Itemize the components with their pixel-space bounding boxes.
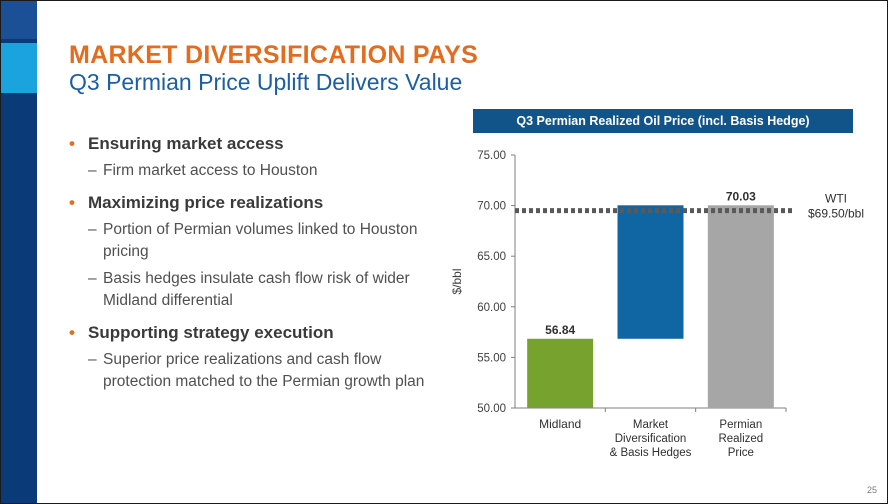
- bar: [707, 205, 774, 408]
- x-category-label: Permian: [719, 419, 762, 431]
- sidebar-band: [1, 1, 37, 503]
- sub-bullet-item: – Firm market access to Houston: [69, 160, 439, 182]
- bar-value-label: 56.84: [545, 323, 575, 337]
- y-tick-label: 65.00: [477, 251, 506, 263]
- x-category-label: & Basis Hedges: [610, 447, 692, 459]
- sub-bullet-item: – Superior price realizations and cash fl…: [69, 349, 439, 393]
- bullet-dot-icon: •: [69, 323, 75, 342]
- sidebar-stripe: [1, 1, 37, 39]
- bullet-text: Supporting strategy execution: [88, 323, 334, 342]
- bullet-text: Maximizing price realizations: [88, 193, 324, 212]
- sub-bullet-text: Basis hedges insulate cash flow risk of …: [103, 270, 410, 309]
- bar-value-label: 70.03: [726, 189, 756, 203]
- bullet-item: • Maximizing price realizations: [69, 192, 439, 214]
- sub-bullet-text: Superior price realizations and cash flo…: [103, 351, 425, 390]
- sidebar-accent: [1, 43, 37, 93]
- dash-icon: –: [88, 221, 97, 238]
- y-tick-label: 70.00: [477, 201, 506, 213]
- bullet-dot-icon: •: [69, 193, 75, 212]
- wti-reference-label: $69.50/bbl: [808, 207, 864, 221]
- bullet-dot-icon: •: [69, 134, 75, 153]
- x-category-label: Market: [633, 419, 669, 431]
- bar: [617, 205, 684, 339]
- y-tick-label: 75.00: [477, 150, 506, 162]
- bullet-item: • Supporting strategy execution: [69, 322, 439, 344]
- y-tick-label: 60.00: [477, 302, 506, 314]
- dash-icon: –: [88, 270, 97, 287]
- page-number: 25: [866, 485, 877, 495]
- sub-bullet-item: – Basis hedges insulate cash flow risk of…: [69, 268, 439, 312]
- dash-icon: –: [88, 162, 97, 179]
- x-category-label: Realized: [718, 433, 763, 445]
- sub-bullet-text: Firm market access to Houston: [103, 162, 318, 179]
- x-category-label: Diversification: [615, 433, 687, 445]
- dash-icon: –: [88, 351, 97, 368]
- y-tick-label: 55.00: [477, 352, 506, 364]
- chart-title: Q3 Permian Realized Oil Price (incl. Bas…: [473, 109, 853, 133]
- slide-subtitle: Q3 Permian Price Uplift Delivers Value: [69, 69, 463, 95]
- bullet-text: Ensuring market access: [88, 134, 284, 153]
- bar: [527, 338, 594, 408]
- x-category-label: Price: [728, 447, 754, 459]
- waterfall-chart: 50.00 55.00 60.00 65.00 70.00 75.00 $/bbl 56.84…: [450, 150, 864, 459]
- bullet-item: • Ensuring market access: [69, 133, 439, 155]
- sub-bullet-text: Portion of Permian volumes linked to Hou…: [103, 221, 418, 260]
- x-category-label: Midland: [539, 417, 581, 431]
- bullet-list: • Ensuring market access – Firm market acc…: [69, 133, 439, 393]
- sub-bullet-item: – Portion of Permian volumes linked to Ho…: [69, 219, 439, 263]
- wti-reference-label: WTI: [825, 192, 847, 206]
- y-tick-label: 50.00: [477, 403, 506, 415]
- slide-title: MARKET DIVERSIFICATION PAYS: [69, 41, 479, 69]
- y-axis-label: $/bbl: [450, 268, 464, 294]
